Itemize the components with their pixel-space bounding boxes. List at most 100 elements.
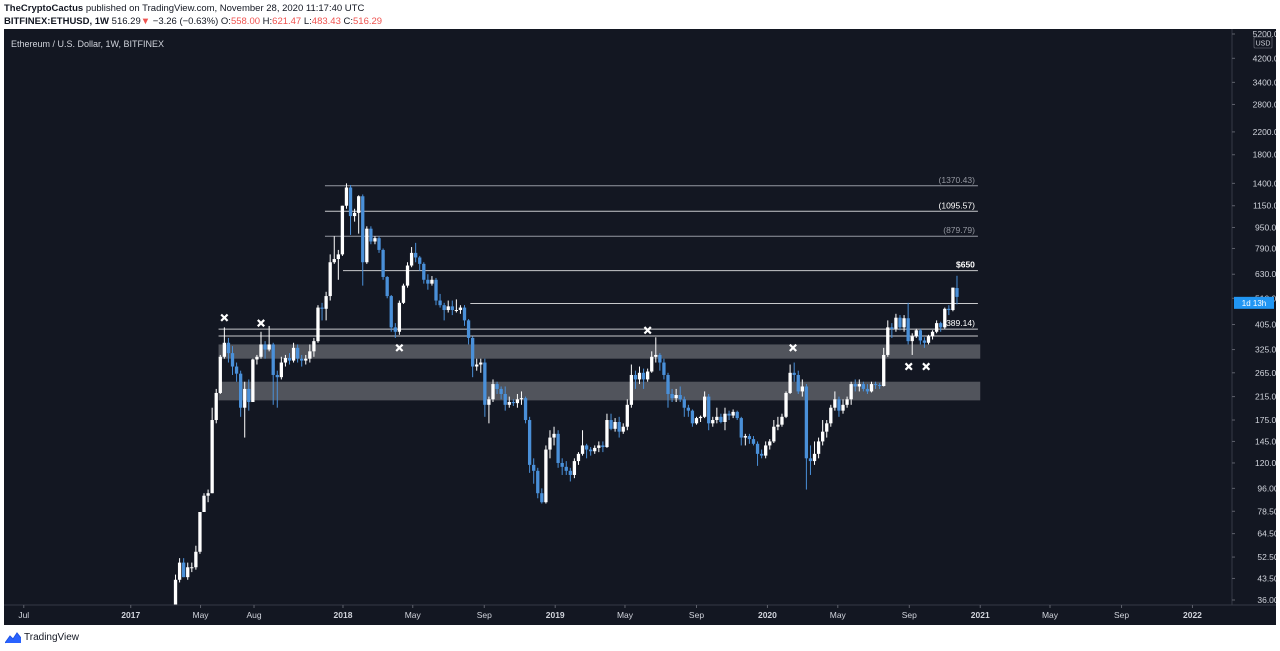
x-marker-icon [643, 326, 652, 335]
candle-body [939, 323, 943, 328]
candle-body [210, 420, 214, 494]
price-tick-label: 175.00 [1255, 415, 1276, 425]
time-tick-label: Sep [477, 610, 492, 620]
candle-body [886, 327, 890, 355]
tradingview-logo-icon[interactable] [5, 632, 21, 644]
candle-body [739, 418, 743, 438]
time-tick-label: 2021 [971, 610, 990, 620]
candle-body [336, 254, 340, 260]
candle-body [707, 396, 711, 424]
candle-body [658, 354, 662, 363]
candle-body [182, 562, 186, 578]
brand-name[interactable]: TradingView [24, 632, 80, 643]
time-tick-label: Sep [902, 610, 917, 620]
candle-body [173, 579, 178, 605]
candle-body [552, 433, 556, 438]
candle-body [532, 464, 536, 471]
candle-body [405, 265, 410, 286]
candle-body [373, 238, 377, 242]
publish-info: published on TradingView.com, November 2… [83, 3, 365, 14]
candle-body [194, 551, 198, 568]
candle-body [267, 344, 271, 350]
time-tick-label: May [830, 610, 847, 620]
candle-body [841, 404, 845, 411]
candle-body [662, 362, 666, 375]
price-tick-label: 1400.00 [1253, 178, 1276, 188]
author-name[interactable]: TheCryptoCactus [4, 3, 84, 14]
candle-body [906, 318, 910, 342]
candle-body [263, 344, 267, 350]
candle-body [951, 287, 955, 311]
price-change: −3.26 (−0.63%) [152, 16, 219, 27]
candle-body [796, 374, 800, 392]
candle-body [198, 511, 202, 552]
candle-body [275, 374, 279, 378]
time-tick-label: Sep [689, 610, 704, 620]
price-tick-label: 265.00 [1255, 368, 1276, 378]
candle-body [654, 354, 658, 357]
candle-body [853, 384, 857, 387]
candle-body [902, 318, 906, 328]
x-marker-icon [220, 313, 229, 322]
candle-body [361, 196, 365, 263]
candle-body [291, 347, 296, 361]
candle-body [190, 567, 194, 569]
ohlc-line: BITFINEX:ETHUSD, 1W 516.29▼ −3.26 (−0.63… [4, 15, 382, 28]
candle-body [491, 384, 495, 400]
chart-area[interactable]: (1370.43) (1095.57) (879.79) $650 (389.14) 52… [4, 29, 1276, 625]
candle-body [328, 262, 332, 297]
candle-body [206, 493, 210, 496]
candle-body [829, 407, 833, 424]
candle-body [523, 398, 528, 421]
candle-body [812, 453, 817, 462]
price-tick-label: 5200.00 [1253, 29, 1276, 39]
candle-body [784, 392, 788, 417]
x-marker-icon [257, 319, 265, 328]
candle-body [304, 358, 308, 361]
candle-body [515, 399, 520, 404]
candle-body [633, 374, 638, 380]
candle-body [503, 393, 507, 405]
candle-body [613, 421, 617, 429]
price-chart[interactable]: (1370.43) (1095.57) (879.79) $650 (389.14) 52… [4, 29, 1276, 625]
time-tick-label: 2018 [334, 610, 353, 620]
publish-line: TheCryptoCactus published on TradingView… [4, 2, 364, 15]
candle-body [218, 356, 222, 393]
time-tick-label: Sep [1114, 610, 1129, 620]
candle-body [572, 461, 577, 475]
candle-body [845, 399, 849, 405]
candle-body [666, 374, 670, 394]
candle-body [202, 495, 206, 512]
candle-body [894, 317, 898, 329]
x-marker-stroke [922, 362, 931, 371]
candle-body [910, 336, 914, 342]
candle-body [519, 398, 524, 400]
candle-body [409, 252, 414, 266]
candle-body [401, 285, 406, 303]
candle-body [808, 458, 813, 462]
candle-body [637, 372, 642, 380]
time-tick-label: May [1042, 610, 1059, 620]
high-value: 621.47 [272, 16, 302, 27]
candle-body [434, 279, 438, 301]
candle-body [641, 372, 646, 380]
candle-body [214, 392, 218, 421]
candle-body [947, 308, 951, 311]
candle-body [882, 354, 886, 386]
candle-body [698, 416, 703, 419]
price-tick-label: 325.00 [1255, 345, 1276, 355]
candle-body [821, 431, 825, 442]
candle-body [788, 372, 792, 393]
low-label: L: [303, 16, 312, 27]
candle-body [279, 362, 283, 378]
time-tick-label: 2019 [546, 610, 565, 620]
time-tick-label: May [405, 610, 422, 620]
candle-body [776, 424, 780, 427]
candle-body [385, 276, 389, 297]
currency-label: USD [1256, 41, 1271, 48]
candle-body [324, 296, 328, 309]
candle-body [475, 364, 479, 367]
candle-body [890, 327, 894, 329]
candle-body [511, 402, 515, 404]
candle-body [955, 288, 959, 297]
